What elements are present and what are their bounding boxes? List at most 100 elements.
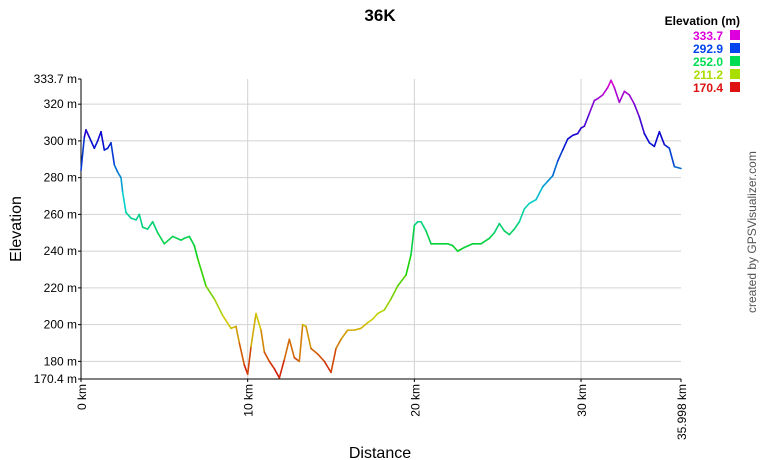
elevation-segment <box>183 235 191 240</box>
elevation-segment <box>188 235 196 247</box>
legend-label: 333.7 <box>693 29 723 43</box>
elevation-segment <box>330 347 337 374</box>
elevation-segment <box>673 165 682 170</box>
elevation-segment <box>541 180 549 188</box>
elevation-segment <box>551 160 559 177</box>
x-tick-label: 30 km <box>575 384 589 417</box>
chart-title: 36K <box>364 6 396 25</box>
elevation-segment <box>156 231 166 245</box>
axis-layer <box>78 78 682 382</box>
elevation-segment <box>371 312 379 320</box>
elevation-segment <box>451 244 459 252</box>
elevation-segment <box>360 321 369 330</box>
elevation-segment <box>366 318 374 324</box>
y-tick-label: 170.4 m <box>34 372 77 386</box>
x-tick-label: 0 km <box>75 384 89 410</box>
elevation-segment <box>305 325 312 350</box>
tick-labels: 170.4 m 180 m 200 m 220 m 240 m 260 m 280 m 300… <box>34 72 689 440</box>
elevation-segment <box>263 351 271 363</box>
elevation-segment <box>110 141 116 166</box>
elevation-segment <box>623 90 631 96</box>
y-tick-label: 320 m <box>44 97 77 111</box>
x-tick-label: 10 km <box>242 384 256 417</box>
elevation-segment <box>151 220 159 234</box>
elevation-segment <box>588 99 596 115</box>
y-tick-label: 333.7 m <box>34 72 77 86</box>
elevation-segment <box>606 79 612 89</box>
elevation-segment <box>353 327 362 331</box>
elevation-segment <box>100 130 106 151</box>
elevation-segment <box>648 141 656 148</box>
elevation-segment <box>456 246 466 252</box>
x-tick-label: 35.998 km <box>675 384 689 440</box>
elevation-segment <box>480 237 491 245</box>
legend-label: 252.0 <box>693 55 723 69</box>
elevation-segment <box>235 325 241 344</box>
elevation-segment <box>518 208 526 223</box>
elevation-segment <box>146 220 154 230</box>
elevation-segment <box>221 314 232 330</box>
elevation-segment <box>316 353 326 363</box>
elevation-segment <box>628 94 636 105</box>
elevation-segment <box>171 235 182 241</box>
elevation-segment <box>571 132 579 137</box>
elevation-segment <box>268 360 276 370</box>
elevation-segment <box>80 136 86 172</box>
elevation-segment <box>138 213 144 229</box>
elevation-segment <box>668 147 676 168</box>
elevation-segment <box>246 345 252 376</box>
elevation-segment <box>250 312 257 348</box>
elevation-segment <box>535 186 544 201</box>
elevation-segment <box>425 230 432 245</box>
elevation-segment <box>340 329 349 341</box>
elevation-segment <box>390 285 399 300</box>
elevation-segment <box>546 175 554 183</box>
elevation-segment <box>583 112 591 128</box>
legend-swatch <box>730 56 740 66</box>
elevation-segment <box>125 211 132 219</box>
legend-label: 170.4 <box>693 81 723 95</box>
y-tick-label: 300 m <box>44 134 77 148</box>
elevation-segment <box>85 129 91 139</box>
elevation-segment <box>610 79 616 89</box>
y-tick-label: 200 m <box>44 318 77 332</box>
elevation-segment <box>205 285 216 300</box>
elevation-segment <box>446 242 454 247</box>
elevation-segment <box>498 222 506 232</box>
elevation-segment <box>601 86 609 96</box>
elevation-segment <box>618 90 626 104</box>
legend-label: 211.2 <box>694 68 724 82</box>
elevation-segment <box>493 222 501 234</box>
elevation-segment <box>410 224 416 256</box>
elevation-segment <box>278 358 286 379</box>
elevation-segment <box>376 309 386 315</box>
elevation-segment <box>513 220 521 230</box>
elevation-segment <box>613 86 621 104</box>
elevation-segment <box>643 132 651 144</box>
elevation-segment <box>576 127 582 135</box>
elevation-segment <box>463 242 474 249</box>
elevation-segment <box>196 257 207 287</box>
elevation-segment <box>658 130 666 146</box>
elevation-segment <box>420 220 427 232</box>
elevation-segment <box>298 323 304 363</box>
legend-title: Elevation (m) <box>665 14 740 28</box>
elevation-segment <box>121 191 127 214</box>
y-tick-label: 180 m <box>44 354 77 368</box>
x-tick-label: 20 km <box>408 384 422 417</box>
elevation-segment <box>260 329 266 353</box>
elevation-segment <box>405 254 412 276</box>
y-tick-label: 240 m <box>44 244 77 258</box>
elevation-segment <box>96 130 102 142</box>
elevation-segment <box>488 231 496 240</box>
legend-swatch <box>730 30 740 40</box>
elevation-segment <box>523 202 531 210</box>
elevation-segment <box>130 217 137 221</box>
elevation-segment <box>293 356 301 363</box>
elevation-segment <box>141 226 149 230</box>
elevation-segment <box>238 342 246 366</box>
elevation-segment <box>566 134 574 140</box>
elevation-segment <box>88 136 96 150</box>
